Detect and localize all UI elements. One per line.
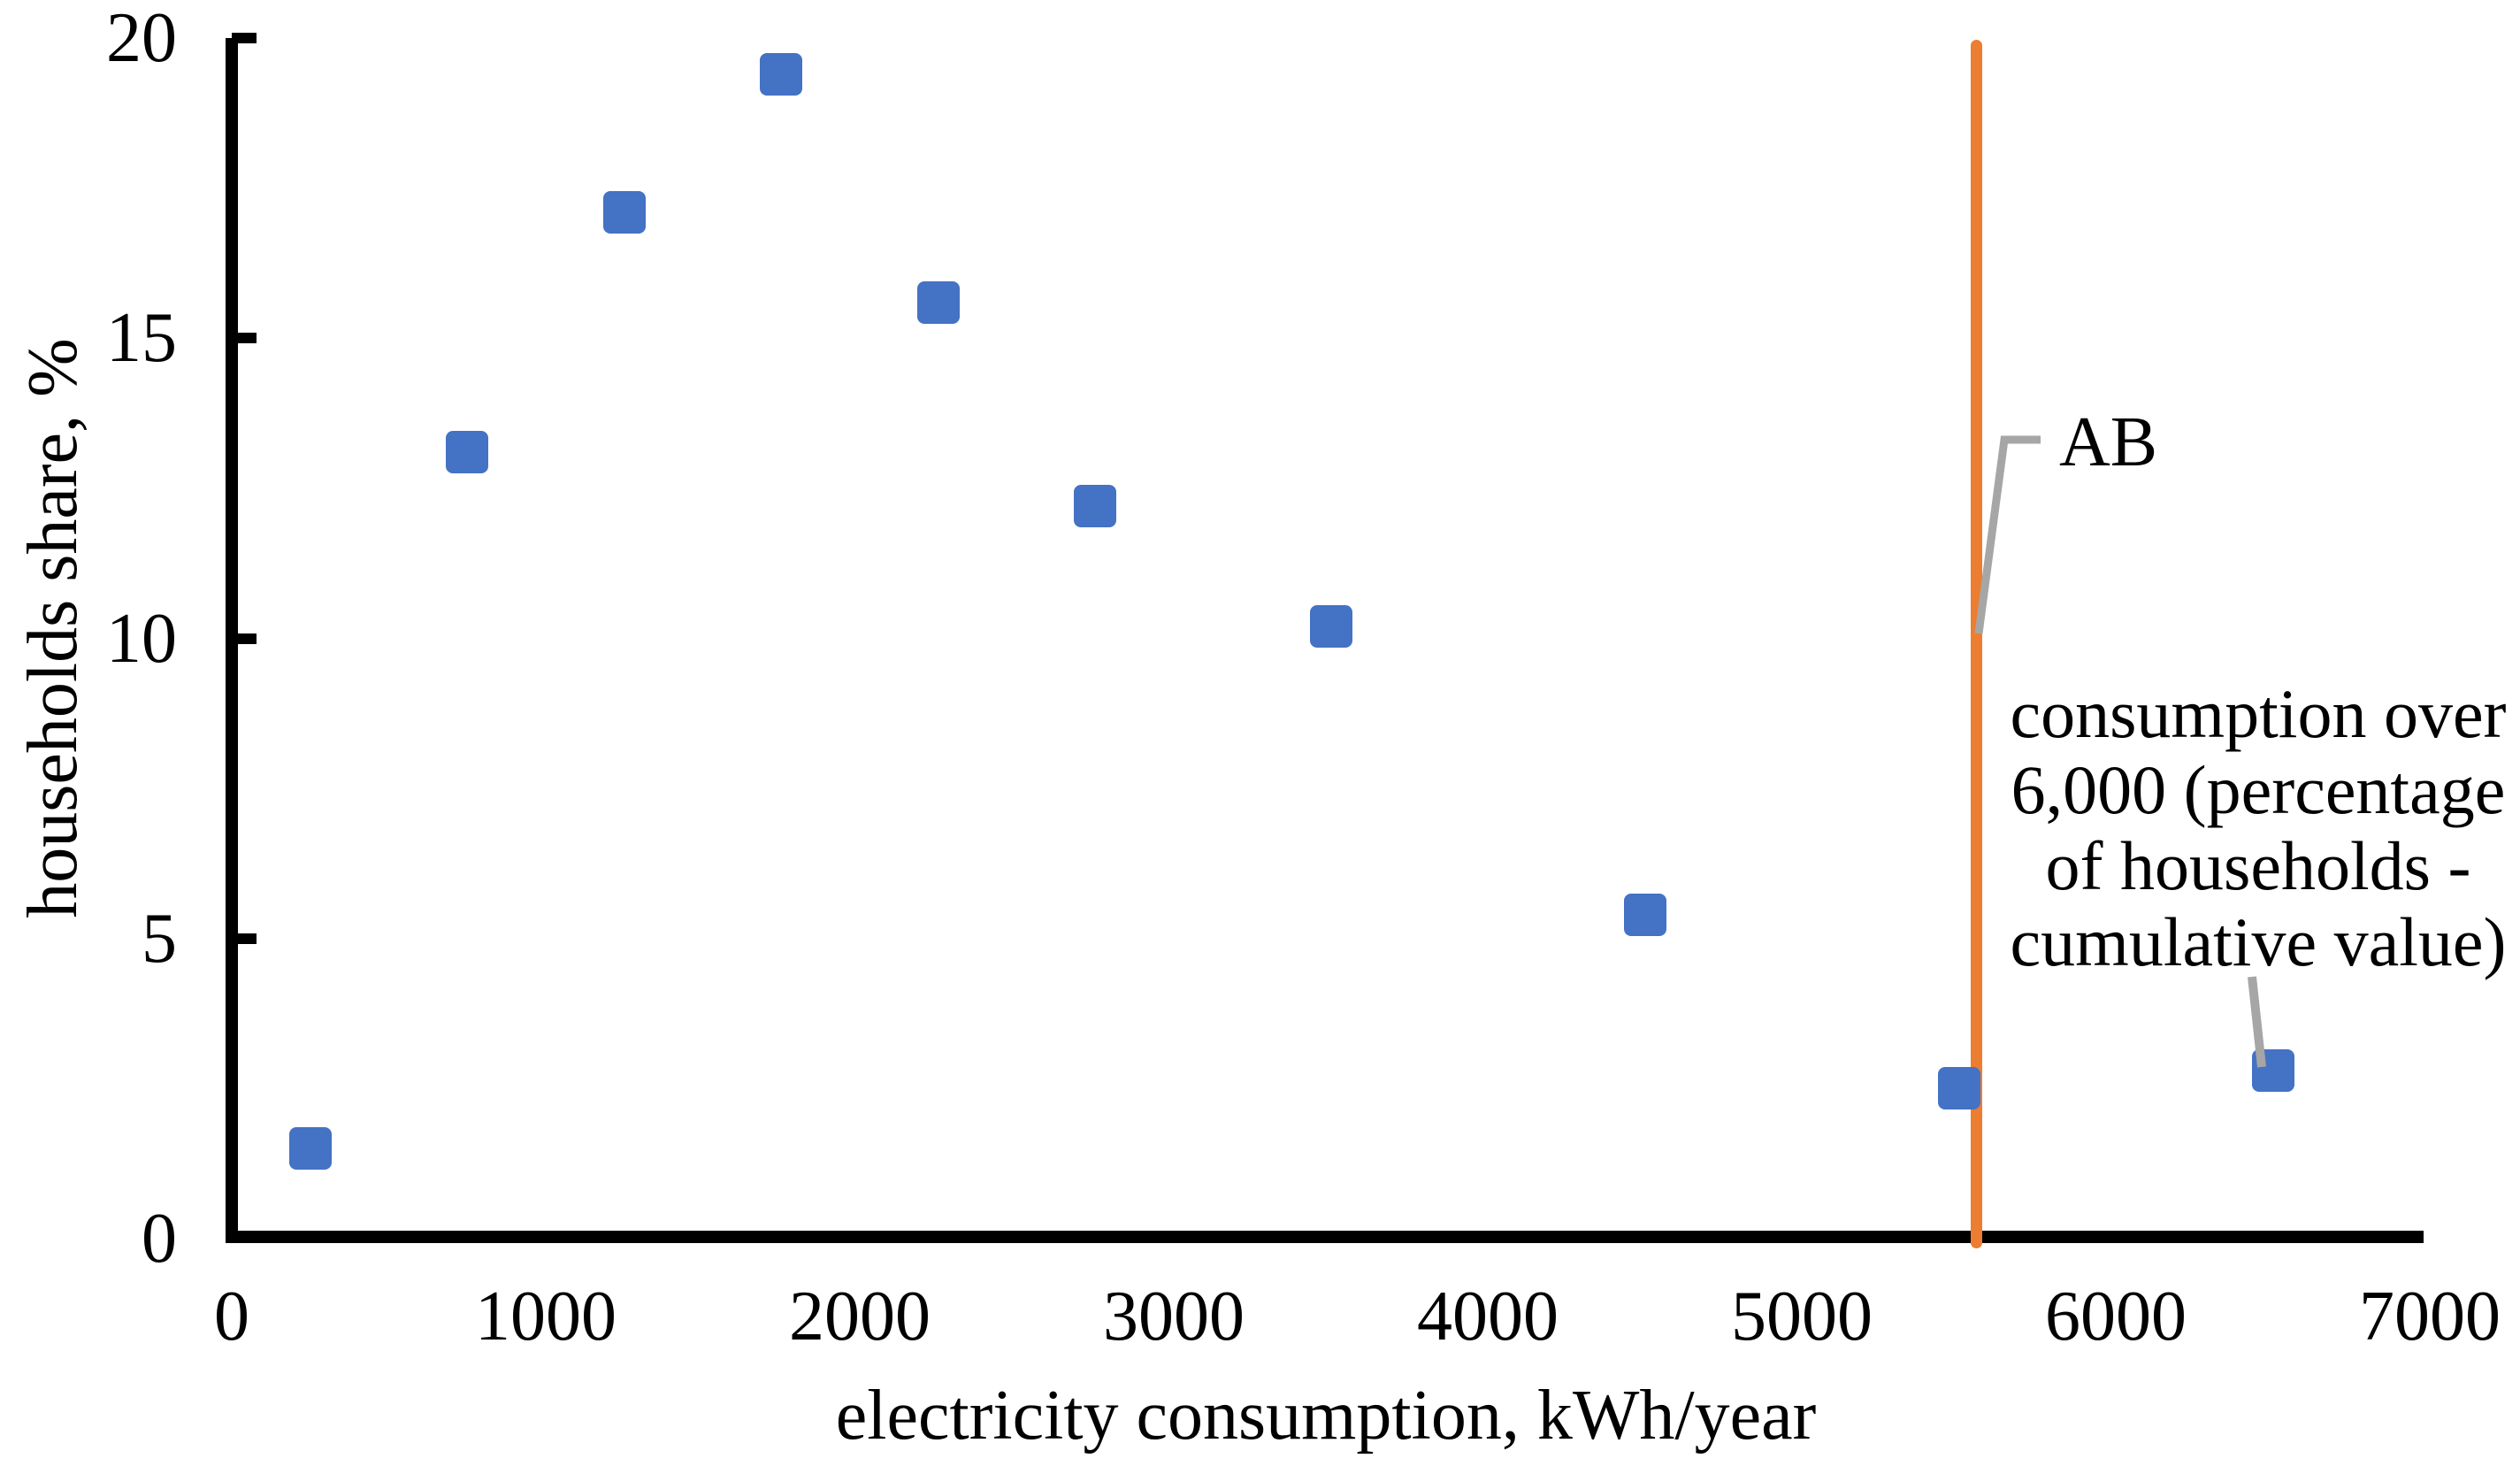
y-tick-label-0: 0	[142, 1200, 177, 1278]
y-tick-mark-10	[232, 633, 257, 644]
data-point-1750	[760, 52, 803, 96]
y-tick-label-15: 15	[106, 299, 177, 378]
data-point-5500	[1937, 1067, 1980, 1110]
y-tick-mark-15	[232, 333, 257, 344]
x-tick-label-3000: 3000	[1103, 1278, 1245, 1355]
x-tick-label-4000: 4000	[1417, 1278, 1559, 1355]
note-annotation-text: consumption over 6,000 (percentage of ho…	[2010, 675, 2507, 980]
y-tick-label-10: 10	[106, 599, 177, 678]
x-tick-label-1000: 1000	[475, 1278, 617, 1355]
data-point-4500	[1623, 893, 1666, 936]
data-point-2750	[1074, 485, 1117, 528]
data-point-250	[288, 1127, 332, 1171]
x-tick-label-0: 0	[214, 1278, 249, 1355]
threshold-vline	[1970, 40, 1982, 1248]
y-tick-mark-20	[232, 33, 257, 43]
x-tick-label-7000: 7000	[2359, 1278, 2501, 1355]
x-tick-label-2000: 2000	[789, 1278, 931, 1355]
x-axis-line	[226, 1231, 2424, 1243]
data-point-1250	[602, 190, 646, 234]
data-point-6500	[2251, 1049, 2294, 1093]
y-tick-label-5: 5	[142, 899, 177, 978]
data-point-750	[446, 431, 489, 474]
ab-annotation-label: AB	[2059, 403, 2158, 481]
x-tick-label-6000: 6000	[2045, 1278, 2187, 1355]
ab-leader-line	[1974, 435, 2041, 634]
data-point-2250	[916, 280, 960, 324]
x-axis-title: electricity consumption, kWh/year	[835, 1377, 1817, 1455]
data-point-3500	[1309, 604, 1352, 648]
y-tick-mark-5	[232, 933, 257, 944]
y-tick-label-20: 20	[106, 0, 177, 77]
x-tick-label-5000: 5000	[1731, 1278, 1873, 1355]
